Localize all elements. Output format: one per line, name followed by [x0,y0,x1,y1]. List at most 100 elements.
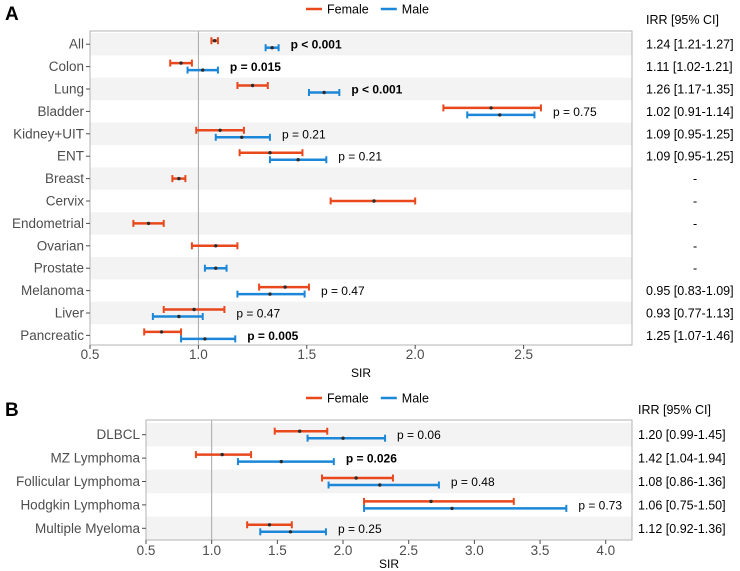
legend-label-male: Male [402,392,429,406]
male-point-estimate [322,90,326,95]
panel-letter: A [5,4,19,25]
category-label: Follicular Lymphoma [16,474,141,489]
p-value: p = 0.47 [321,284,365,298]
row-stripe [90,33,632,56]
row-follicular-lymphoma: Follicular Lymphoma p = 0.48 1.08 [0.86-1.… [16,474,726,489]
x-tick-label: 2.0 [406,347,425,362]
male-point-estimate [240,135,244,139]
female-point-estimate [220,452,224,457]
irr-value: - [693,172,697,186]
x-tick-label: 2.0 [334,543,353,558]
legend-label-female: Female [327,392,369,406]
irr-value: 1.08 [0.86-1.36] [638,475,726,489]
p-value: p = 0.48 [451,475,495,489]
category-label: MZ Lymphoma [50,451,140,466]
row-stripe [146,469,632,494]
male-point-estimate [279,459,283,464]
category-label: Pancreatic [20,328,84,343]
x-tick-label: 1.5 [297,347,316,362]
female-point-estimate [214,244,218,248]
row-stripe [90,167,632,190]
row-stripe [90,301,632,325]
row-stripe [90,257,632,280]
female-point-estimate [429,499,433,504]
row-colon: Colon p = 0.015 1.11 [1.02-1.21] [49,59,733,74]
category-label: Liver [55,306,85,321]
irr-value: - [693,195,697,209]
row-stripe [146,423,632,447]
irr-value: - [693,262,697,276]
row-breast: Breast - [45,171,697,186]
row-ent: ENT p = 0.21 1.09 [0.95-1.25] [57,149,734,164]
male-point-estimate [378,483,382,487]
category-label: Colon [49,59,84,74]
category-label: Multiple Myeloma [35,521,141,536]
irr-value: 1.42 [1.04-1.94] [638,452,726,466]
x-tick-label: 4.0 [596,543,615,558]
irr-value: - [693,239,697,253]
legend: Female Male [306,392,429,406]
x-tick-label: 1.5 [268,543,287,558]
female-point-estimate [192,307,196,312]
row-cervix: Cervix - [46,194,697,209]
irr-value: 0.95 [0.83-1.09] [646,284,734,298]
category-label: All [69,37,84,52]
row-hodgkin-lymphoma: Hodgkin Lymphoma p = 0.73 1.06 [0.75-1.50] [20,497,725,512]
x-tick-label: 0.5 [81,347,100,362]
irr-value: 0.93 [0.77-1.13] [646,307,734,321]
female-point-estimate [354,476,358,480]
male-point-estimate [270,46,274,50]
male-point-estimate [268,292,272,296]
female-point-estimate [218,128,222,132]
row-stripe [90,212,632,235]
female-point-estimate [283,285,287,289]
male-point-estimate [214,266,218,270]
row-bladder: Bladder p = 0.75 1.02 [0.91-1.14] [37,104,733,119]
p-value: p = 0.026 [346,452,397,466]
irr-value: 1.20 [0.99-1.45] [638,428,726,442]
row-stripe [90,122,632,145]
row-liver: Liver p = 0.47 0.93 [0.77-1.13] [55,306,734,321]
p-value: p = 0.75 [553,105,597,119]
legend-label-female: Female [327,3,369,17]
irr-value: - [693,217,697,231]
male-point-estimate [201,68,205,72]
category-label: DLBCL [96,427,140,442]
panel-letter: B [5,400,19,421]
irr-value: 1.12 [0.92-1.36] [638,522,726,536]
p-value: p = 0.015 [230,60,281,74]
male-point-estimate [177,314,181,319]
irr-value: 1.06 [0.75-1.50] [638,498,726,512]
panel-b: B Female Male IRR [95% CI] 0.5 1.0 1.5 2.0 2.5 3.… [5,392,726,571]
female-point-estimate [297,429,302,433]
row-ovarian: Ovarian - [37,238,697,253]
male-point-estimate [450,506,454,511]
x-tick-label: 0.5 [137,543,156,558]
irr-header: IRR [95% CI] [646,13,719,27]
legend-label-male: Male [402,3,429,17]
female-point-estimate [267,523,272,527]
x-tick-label: 1.0 [189,347,208,362]
p-value: p = 0.21 [282,127,326,141]
category-label: Bladder [37,104,84,119]
row-lung: Lung p < 0.001 1.26 [1.17-1.35] [54,82,734,97]
plot-border [145,419,633,541]
male-point-estimate [296,158,300,162]
irr-value: 1.11 [1.02-1.21] [646,60,733,74]
female-point-estimate [489,106,493,110]
female-point-estimate [179,61,183,65]
x-tick-label: 3.0 [465,543,484,558]
panel-a: A Female Male IRR [95% CI] 0.5 1.0 1.5 2.0 2.5 SI… [5,3,734,381]
category-label: Ovarian [37,238,84,253]
row-pancreatic: Pancreatic p = 0.005 1.25 [1.07-1.46] [20,328,733,343]
category-label: Endometrial [12,216,84,231]
category-label: Breast [45,171,84,186]
row-stripe [90,77,632,101]
row-all: All p < 0.001 1.24 [1.21-1.27] [69,37,734,52]
female-point-estimate [146,221,151,226]
irr-value: 1.02 [0.91-1.14] [646,105,734,119]
irr-value: 1.09 [0.95-1.25] [646,127,734,141]
irr-value: 1.26 [1.17-1.35] [646,83,734,97]
male-point-estimate [341,436,345,440]
